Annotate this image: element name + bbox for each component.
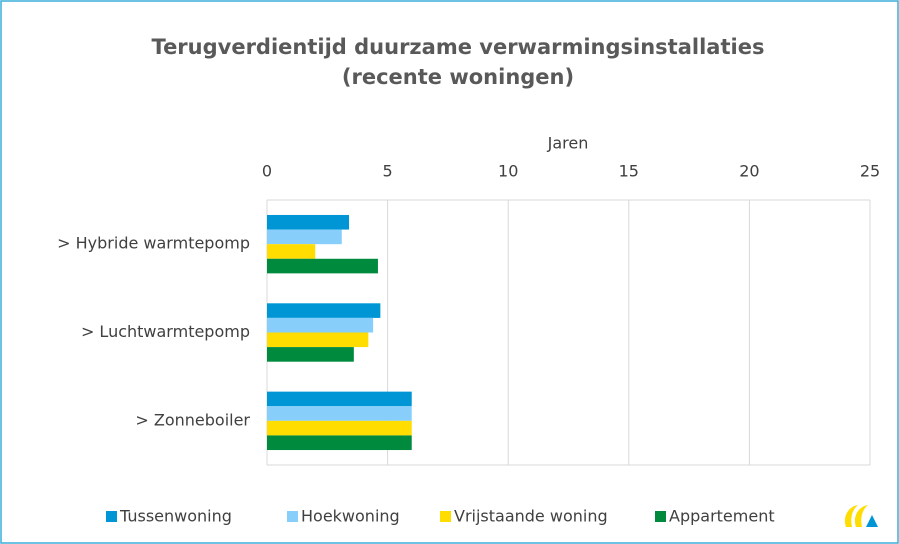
x-axis-label: Jaren [547, 134, 589, 153]
bar [267, 244, 316, 259]
bar [267, 214, 350, 230]
bar [267, 420, 412, 436]
bar [267, 332, 369, 348]
bar [267, 435, 412, 451]
bar [267, 317, 374, 333]
y-tick-label: > Luchtwarmtepomp [81, 322, 250, 341]
x-tick-label: 20 [739, 162, 759, 181]
legend-label: Appartement [669, 507, 775, 526]
bar [267, 258, 378, 274]
legend-swatch [106, 511, 117, 522]
logo [844, 505, 878, 527]
legend-label: Vrijstaande woning [454, 507, 608, 526]
x-tick-label: 25 [860, 162, 880, 181]
x-tick-label: 5 [383, 162, 393, 181]
bar [267, 229, 342, 245]
legend-swatch [655, 511, 666, 522]
chart-title: Terugverdientijd duurzame verwarmingsins… [152, 35, 765, 59]
bar [267, 406, 412, 421]
chart-subtitle: (recente woningen) [342, 65, 574, 89]
bar [267, 303, 381, 318]
legend-label: Tussenwoning [119, 507, 232, 526]
bar [267, 347, 354, 362]
y-tick-label: > Zonneboiler [135, 410, 250, 429]
legend-swatch [440, 511, 451, 522]
legend-label: Hoekwoning [301, 507, 400, 526]
x-tick-label: 10 [498, 162, 518, 181]
bar [267, 391, 412, 407]
x-tick-label: 15 [619, 162, 639, 181]
y-tick-label: > Hybride warmtepomp [57, 234, 250, 253]
x-tick-label: 0 [262, 162, 272, 181]
legend-swatch [287, 511, 298, 522]
